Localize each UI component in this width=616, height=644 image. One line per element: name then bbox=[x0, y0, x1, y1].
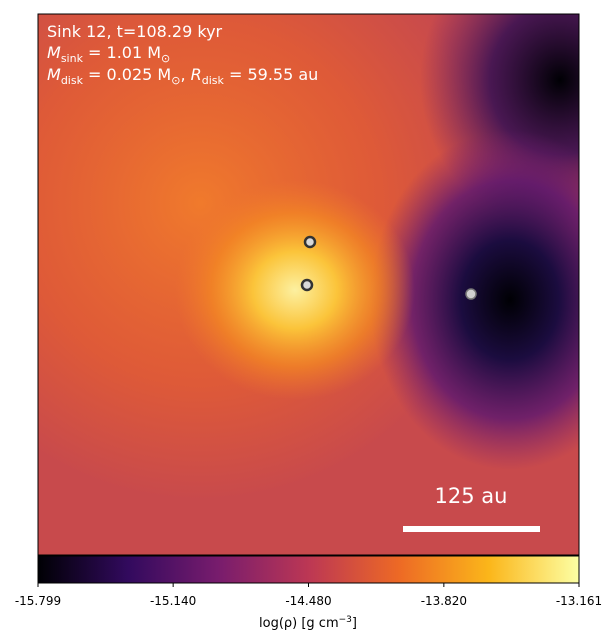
exponent: −3 bbox=[339, 615, 352, 625]
title: Sink 12, t=108.29 kyr bbox=[47, 22, 223, 41]
symbol: M bbox=[47, 65, 61, 84]
colorbar bbox=[37, 555, 580, 584]
text: = 0.025 M bbox=[83, 65, 171, 84]
sink-marker bbox=[465, 288, 477, 300]
subscript: ⊙ bbox=[171, 74, 180, 87]
text: , bbox=[180, 65, 190, 84]
text: = 1.01 M bbox=[83, 43, 161, 62]
scale-bar-label: 125 au bbox=[435, 484, 508, 508]
text: ] bbox=[352, 616, 357, 631]
subscript: ⊙ bbox=[161, 52, 170, 65]
tick-label: -15.140 bbox=[150, 594, 196, 608]
text: log(ρ) [g cm bbox=[259, 616, 339, 631]
tick-label: -15.799 bbox=[15, 594, 61, 608]
tick-label: -13.161 bbox=[556, 594, 602, 608]
scale-bar bbox=[403, 526, 540, 532]
plot-frame bbox=[37, 13, 580, 556]
colorbar-label: log(ρ) [g cm−3] bbox=[259, 615, 357, 631]
sink-marker bbox=[300, 278, 314, 292]
tick-label: -14.480 bbox=[285, 594, 331, 608]
subscript: disk bbox=[202, 74, 225, 87]
tick-label: -13.820 bbox=[421, 594, 467, 608]
disk-props: Mdisk = 0.025 M⊙, Rdisk = 59.55 au bbox=[47, 65, 318, 87]
subscript: disk bbox=[61, 74, 84, 87]
subscript: sink bbox=[61, 52, 84, 65]
symbol: R bbox=[191, 65, 202, 84]
text: = 59.55 au bbox=[224, 65, 318, 84]
symbol: M bbox=[47, 43, 61, 62]
sink-marker bbox=[303, 235, 317, 249]
sink-mass: Msink = 1.01 M⊙ bbox=[47, 43, 170, 65]
